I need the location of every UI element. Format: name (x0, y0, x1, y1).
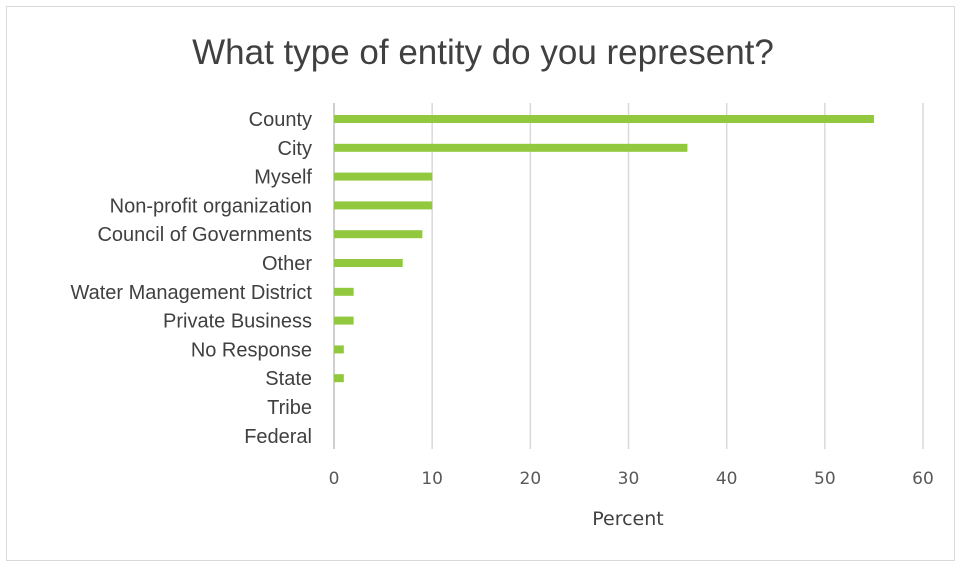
bar-non-profit-organization (334, 201, 433, 210)
x-tick-labels: 0 10 20 30 40 50 60 (329, 469, 934, 489)
bar-city (334, 143, 688, 152)
bar-state (334, 374, 344, 383)
bar-council-of-governments (334, 230, 423, 239)
bar-water-management-district (334, 287, 354, 296)
category-label: State (265, 368, 312, 390)
gridlines (333, 103, 924, 449)
chart-title: What type of entity do you represent? (192, 33, 774, 72)
bars (334, 115, 874, 383)
category-label: City (278, 138, 312, 160)
x-tick-label: 10 (421, 469, 443, 489)
chart-frame (6, 6, 955, 561)
category-label: Other (262, 253, 312, 275)
bar-county (334, 115, 874, 123)
category-label: Federal (244, 426, 312, 448)
category-label: Water Management District (70, 282, 312, 304)
x-tick-label: 0 (329, 469, 340, 489)
x-axis-title: Percent (592, 508, 664, 530)
category-label: No Response (191, 339, 312, 361)
category-label: Tribe (267, 397, 312, 419)
category-label: Myself (254, 167, 312, 189)
x-tick-label: 40 (716, 469, 738, 489)
x-tick-label: 20 (520, 469, 542, 489)
bar-no-response (334, 345, 344, 354)
x-tick-label: 50 (814, 469, 836, 489)
x-tick-label: 30 (618, 469, 640, 489)
category-label: County (249, 109, 312, 131)
bar-private-business (334, 316, 354, 325)
category-label: Non-profit organization (110, 195, 312, 217)
bar-other (334, 259, 403, 267)
category-labels: County City Myself Non-profit organization C… (70, 109, 312, 448)
x-tick-label: 60 (912, 469, 934, 489)
bar-myself (334, 172, 433, 181)
category-label: Private Business (163, 311, 312, 333)
category-label: Council of Governments (97, 224, 312, 246)
